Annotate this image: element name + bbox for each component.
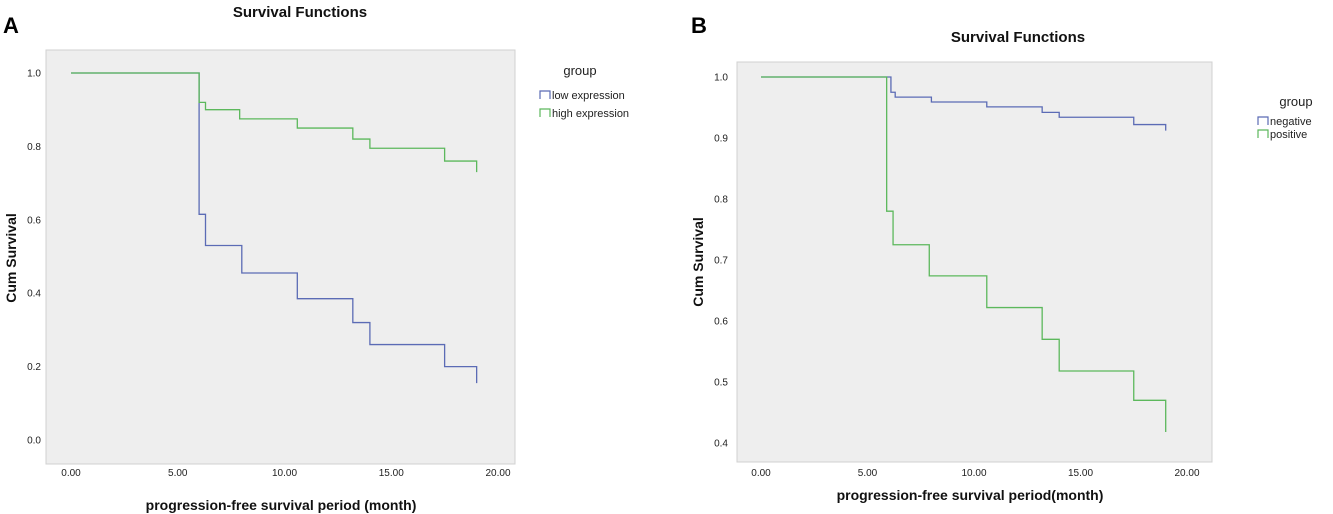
ytick-label: 0.0: [27, 436, 41, 447]
legend-swatch: [1257, 116, 1269, 125]
panel-b-ylabel: Cum Survival: [690, 217, 706, 306]
legend-swatch: [539, 108, 551, 117]
panel-b-letter: B: [691, 13, 707, 38]
ytick-label: 1.0: [27, 69, 41, 80]
ytick-label: 0.6: [27, 215, 41, 226]
panel-a: A Survival Functions progression-free su…: [3, 4, 629, 513]
panel-b-series: [761, 76, 1167, 433]
ytick-label: 0.7: [714, 256, 728, 267]
legend-label: positive: [1270, 129, 1307, 141]
legend-label: low expression: [552, 90, 625, 102]
ytick-label: 0.4: [27, 289, 41, 300]
ytick-label: 0.5: [714, 378, 728, 389]
panel-a-xlabel: progression-free survival period (month): [146, 497, 417, 513]
panel-a-series: [71, 72, 478, 384]
xtick-label: 0.00: [751, 468, 771, 479]
ytick-label: 0.6: [714, 317, 728, 328]
ytick-label: 0.9: [714, 134, 728, 145]
panel-a-legend-title: group: [563, 63, 596, 78]
panel-b-title: Survival Functions: [951, 29, 1085, 46]
panel-a-ticks: 0.0 0.2 0.4 0.6 0.8 1.0 0.00 5.00 10.00 15.00 20.0…: [27, 69, 511, 480]
panel-a-plot-area: [45, 49, 516, 465]
series-line-high-expression: [71, 72, 478, 173]
panel-a-legend: low expression high expression: [539, 90, 629, 120]
ytick-label: 0.2: [27, 362, 41, 373]
panel-b: B Survival Functions progression-free su…: [690, 13, 1313, 503]
ytick-label: 1.0: [714, 73, 728, 84]
ytick-label: 0.4: [714, 439, 728, 450]
legend-swatch: [1257, 129, 1269, 138]
panel-b-legend-title: group: [1279, 94, 1312, 109]
xtick-label: 15.00: [1068, 468, 1093, 479]
ytick-label: 0.8: [714, 195, 728, 206]
legend-label: negative: [1270, 116, 1312, 128]
legend-label: high expression: [552, 108, 629, 120]
xtick-label: 20.00: [485, 468, 510, 479]
panel-b-xlabel: progression-free survival period(month): [837, 487, 1104, 503]
panel-b-ticks: 0.4 0.5 0.6 0.7 0.8 0.9 1.0 0.00 5.00 10.00 15.00 2…: [714, 73, 1200, 480]
xtick-label: 20.00: [1174, 468, 1199, 479]
xtick-label: 5.00: [858, 468, 878, 479]
series-line-positive: [761, 76, 1167, 433]
xtick-label: 0.00: [61, 468, 81, 479]
panel-a-letter: A: [3, 13, 19, 38]
panel-b-plot-area: [736, 61, 1213, 463]
series-line-negative: [761, 76, 1167, 131]
ytick-label: 0.8: [27, 142, 41, 153]
xtick-label: 5.00: [168, 468, 188, 479]
panel-a-title: Survival Functions: [233, 4, 367, 21]
panel-a-ylabel: Cum Survival: [3, 213, 19, 302]
xtick-label: 10.00: [272, 468, 297, 479]
legend-swatch: [539, 90, 551, 99]
series-line-low-expression: [71, 72, 478, 384]
xtick-label: 10.00: [961, 468, 986, 479]
xtick-label: 15.00: [379, 468, 404, 479]
